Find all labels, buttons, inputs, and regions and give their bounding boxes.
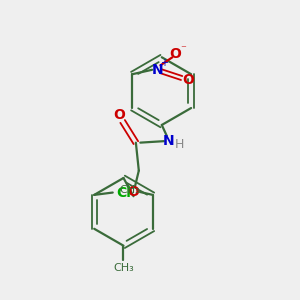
Text: H: H (175, 138, 184, 151)
Text: O: O (169, 47, 181, 61)
Text: +: + (160, 58, 168, 68)
Text: O: O (182, 74, 194, 87)
Text: O: O (128, 185, 140, 199)
Text: CH₃: CH₃ (119, 185, 140, 196)
Text: CH₃: CH₃ (113, 263, 134, 273)
Text: Cl: Cl (116, 185, 131, 200)
Text: N: N (152, 63, 163, 77)
Text: O: O (113, 108, 125, 122)
Text: ⁻: ⁻ (181, 44, 186, 54)
Text: N: N (162, 134, 174, 148)
